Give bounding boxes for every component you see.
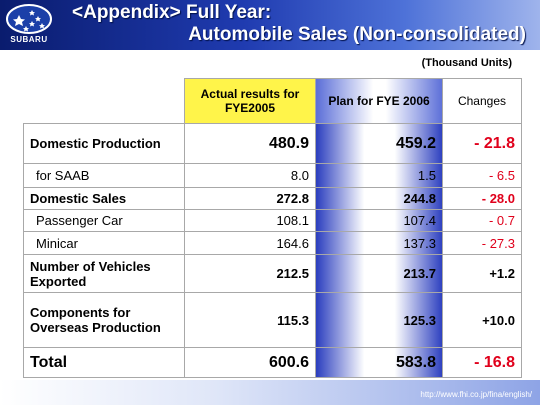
cell-actual: 8.0 <box>184 163 316 188</box>
units-label: (Thousand Units) <box>421 57 512 69</box>
row-label-domestic-sales: Domestic Sales <box>23 187 185 210</box>
cell-change: - 28.0 <box>442 187 522 210</box>
cell-plan: 125.3 <box>315 292 443 348</box>
cell-plan: 244.8 <box>315 187 443 210</box>
cell-plan: 1.5 <box>315 163 443 188</box>
footer-band <box>0 380 540 405</box>
table-row: Domestic Sales 272.8 244.8 - 28.0 <box>23 187 522 210</box>
title-banner: SUBARU <Appendix> Full Year: Automobile … <box>0 0 540 50</box>
table-row: Total 600.6 583.8 - 16.8 <box>23 347 522 378</box>
table-row: Components for Overseas Production 115.3… <box>23 292 522 348</box>
cell-change: - 21.8 <box>442 123 522 164</box>
column-header-changes: Changes <box>442 78 522 124</box>
cell-actual: 108.1 <box>184 209 316 232</box>
subaru-pleiades-logo-icon <box>6 4 52 34</box>
row-label-domestic-production: Domestic Production <box>23 123 185 164</box>
cell-actual: 164.6 <box>184 231 316 255</box>
row-label-for-saab: for SAAB <box>23 163 185 188</box>
table-header-row: Actual results for FYE2005 Plan for FYE … <box>23 78 522 124</box>
logo-wordmark: SUBARU <box>10 35 48 44</box>
cell-change: - 27.3 <box>442 231 522 255</box>
row-label-passenger-car: Passenger Car <box>23 209 185 232</box>
cell-change: +1.2 <box>442 254 522 293</box>
table-row: Passenger Car 108.1 107.4 - 0.7 <box>23 209 522 232</box>
table-row: for SAAB 8.0 1.5 - 6.5 <box>23 163 522 188</box>
cell-actual: 272.8 <box>184 187 316 210</box>
cell-plan: 107.4 <box>315 209 443 232</box>
cell-actual: 115.3 <box>184 292 316 348</box>
cell-change: - 6.5 <box>442 163 522 188</box>
row-label-minicar: Minicar <box>23 231 185 255</box>
cell-plan: 213.7 <box>315 254 443 293</box>
row-label-total: Total <box>23 347 185 378</box>
page-subtitle: Automobile Sales (Non-consolidated) <box>188 24 526 45</box>
footer-url-link[interactable]: http://www.fhi.co.jp/fina/english/ <box>420 390 532 399</box>
cell-plan: 137.3 <box>315 231 443 255</box>
cell-actual: 212.5 <box>184 254 316 293</box>
row-label-vehicles-exported: Number of Vehicles Exported <box>23 254 185 293</box>
cell-change: +10.0 <box>442 292 522 348</box>
page-title: <Appendix> Full Year: <box>72 2 272 23</box>
table-row: Number of Vehicles Exported 212.5 213.7 … <box>23 254 522 293</box>
header-blank-cell <box>23 78 185 124</box>
cell-actual: 600.6 <box>184 347 316 378</box>
cell-plan: 459.2 <box>315 123 443 164</box>
cell-actual: 480.9 <box>184 123 316 164</box>
cell-plan: 583.8 <box>315 347 443 378</box>
table-row: Domestic Production 480.9 459.2 - 21.8 <box>23 123 522 164</box>
table-row: Minicar 164.6 137.3 - 27.3 <box>23 231 522 255</box>
column-header-plan: Plan for FYE 2006 <box>315 78 443 124</box>
cell-change: - 0.7 <box>442 209 522 232</box>
sales-table: Actual results for FYE2005 Plan for FYE … <box>23 78 522 378</box>
cell-change: - 16.8 <box>442 347 522 378</box>
row-label-overseas-components: Components for Overseas Production <box>23 292 185 348</box>
column-header-actual: Actual results for FYE2005 <box>184 78 316 124</box>
